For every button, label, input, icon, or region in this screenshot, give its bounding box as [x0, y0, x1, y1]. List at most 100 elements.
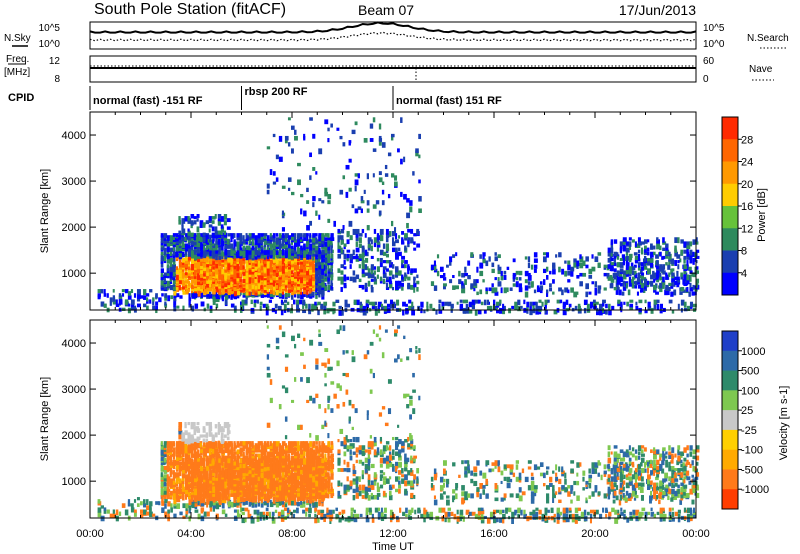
power-cell [268, 299, 272, 303]
power-cell [527, 275, 532, 281]
power-cell [692, 251, 695, 257]
power-cell [378, 135, 382, 141]
power-cell [202, 224, 206, 228]
power-cell [185, 289, 190, 295]
power-cell [217, 213, 222, 219]
power-cell [327, 284, 331, 291]
power-cell [355, 257, 360, 262]
power-cell [130, 303, 135, 308]
power-cell [373, 241, 377, 248]
velocity-cell [160, 463, 164, 470]
power-cell [591, 281, 595, 285]
power-cell [306, 247, 309, 253]
power-cell [239, 279, 243, 286]
power-cell [303, 285, 307, 291]
power-cell [628, 237, 632, 241]
power-cell [515, 281, 519, 288]
power-cell [303, 260, 307, 266]
power-cell [103, 293, 107, 297]
power-cell [532, 307, 536, 314]
power-cell [564, 260, 567, 264]
power-cell [297, 250, 300, 255]
power-cell [236, 291, 241, 296]
velocity-cell [160, 474, 164, 480]
power-cell [546, 289, 549, 294]
power-cell [203, 283, 206, 289]
power-cell [281, 250, 285, 255]
velocity-cell [297, 453, 300, 459]
power-cell [559, 299, 563, 304]
velocity-cell [160, 486, 164, 492]
power-cell [203, 307, 206, 312]
power-cell [682, 279, 686, 285]
power-cell [218, 289, 222, 295]
velocity-cell [266, 441, 270, 447]
power-cell [199, 236, 203, 243]
power-cell [300, 247, 304, 253]
power-cell [529, 310, 533, 316]
velocity-cell [315, 445, 318, 449]
power-cell [339, 135, 343, 140]
power-cell [318, 241, 323, 247]
power-cell [239, 245, 242, 249]
power-cell [388, 260, 392, 265]
power-cell [312, 291, 315, 296]
top-right-tick-1: 10^5 [703, 23, 725, 34]
velocity-cell [245, 443, 249, 449]
power-cell [281, 256, 286, 262]
velocity-cell [281, 449, 286, 455]
power-cell [257, 243, 261, 248]
power-cell [355, 255, 359, 260]
power-cell [265, 310, 269, 316]
power-cell [613, 239, 618, 244]
power-cell [297, 289, 301, 295]
power-cell [191, 245, 194, 250]
power-cell [330, 253, 334, 259]
velocity-cell [181, 443, 186, 448]
power-cell [418, 208, 422, 214]
power-cell [358, 278, 362, 283]
power-cell [166, 243, 171, 247]
power-cell [175, 233, 179, 238]
power-cell [284, 140, 288, 144]
power-cell [245, 264, 249, 271]
power-cell [191, 256, 195, 262]
power-cell [486, 305, 491, 311]
power-cell [688, 291, 691, 297]
power-cell [248, 273, 252, 278]
power-cell [506, 287, 509, 293]
power-cell [315, 293, 318, 299]
power-cell [659, 251, 662, 257]
velocity-cell [163, 449, 167, 455]
power-cell [413, 282, 417, 288]
power-cell [324, 264, 328, 270]
velocity-cell [218, 449, 223, 454]
power-cell [330, 264, 334, 269]
power-cell [659, 282, 663, 289]
power-cell [193, 220, 197, 225]
power-cell [387, 193, 391, 199]
power-cell [665, 262, 668, 266]
power-cell [379, 262, 383, 268]
power-cell [309, 237, 312, 243]
power-cell [433, 268, 438, 273]
power-cell [202, 236, 206, 243]
power-cell [287, 283, 292, 289]
power-cell [306, 279, 310, 286]
power-cell [233, 279, 237, 285]
power-cell [275, 239, 279, 245]
power-cell [248, 235, 252, 240]
power-cell [178, 234, 181, 240]
power-cell [361, 228, 365, 234]
velocity-cell [242, 441, 247, 446]
power-cell [278, 275, 283, 280]
power-cell [628, 266, 633, 272]
power-cell [610, 276, 613, 280]
power-cell [188, 303, 191, 308]
velocity-cell [200, 447, 203, 454]
power-cell [594, 281, 598, 287]
power-cell [287, 287, 292, 294]
power-cell [407, 243, 410, 248]
power-cell [686, 286, 689, 292]
